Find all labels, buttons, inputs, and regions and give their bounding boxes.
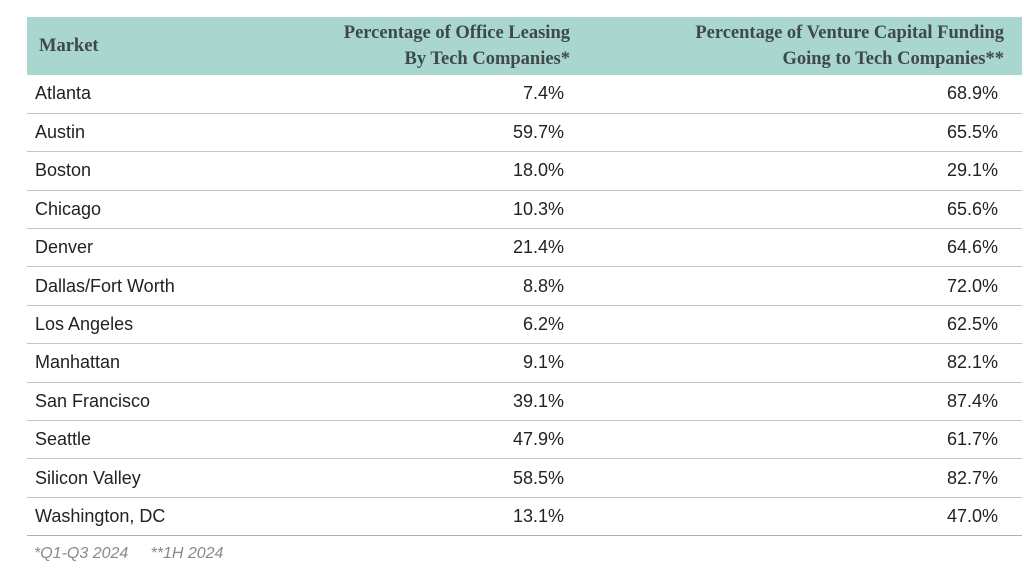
table-row: Atlanta 7.4% 68.9% <box>27 75 1022 114</box>
table-body: Atlanta 7.4% 68.9% Austin 59.7% 65.5% Boston 18… <box>27 75 1022 537</box>
office-leasing-cell: 13.1% <box>223 497 570 537</box>
office-leasing-cell: 18.0% <box>223 151 570 191</box>
market-cell: Silicon Valley <box>27 458 223 498</box>
market-cell: Seattle <box>27 420 223 460</box>
market-cell: Boston <box>27 151 223 191</box>
market-cell: Austin <box>27 113 223 153</box>
table-header: Market Percentage of Office Leasing By T… <box>27 17 1022 75</box>
table-row: Denver 21.4% 64.6% <box>27 228 1022 268</box>
market-cell: Washington, DC <box>27 497 223 537</box>
office-leasing-cell: 59.7% <box>223 113 570 153</box>
header-row: Market Percentage of Office Leasing By T… <box>27 17 1022 75</box>
header-office-leasing-line-2: By Tech Companies* <box>404 49 570 69</box>
header-market-label: Market <box>39 36 99 56</box>
office-leasing-cell: 10.3% <box>223 190 570 230</box>
market-cell: Los Angeles <box>27 305 223 345</box>
tech-leasing-table: Market Percentage of Office Leasing By T… <box>27 17 1022 537</box>
office-leasing-cell: 9.1% <box>223 343 570 383</box>
market-cell: Dallas/Fort Worth <box>27 266 223 306</box>
header-vc-funding-line-1: Percentage of Venture Capital Funding <box>695 23 1004 43</box>
header-office-leasing-line-1: Percentage of Office Leasing <box>343 23 570 43</box>
market-cell: Atlanta <box>27 75 223 114</box>
market-cell: Chicago <box>27 190 223 230</box>
table-row: Dallas/Fort Worth 8.8% 72.0% <box>27 266 1022 306</box>
office-leasing-cell: 21.4% <box>223 228 570 268</box>
footnote: *Q1-Q3 2024 **1H 2024 <box>34 545 224 562</box>
vc-funding-cell: 72.0% <box>570 266 1022 306</box>
vc-funding-cell: 65.6% <box>570 190 1022 230</box>
office-leasing-cell: 47.9% <box>223 420 570 460</box>
header-office-leasing: Percentage of Office Leasing By Tech Com… <box>223 17 570 75</box>
vc-funding-cell: 87.4% <box>570 382 1022 422</box>
vc-funding-cell: 64.6% <box>570 228 1022 268</box>
header-vc-funding: Percentage of Venture Capital Funding Go… <box>570 17 1022 75</box>
vc-funding-cell: 68.9% <box>570 75 1022 114</box>
vc-funding-cell: 82.1% <box>570 343 1022 383</box>
office-leasing-cell: 39.1% <box>223 382 570 422</box>
vc-funding-cell: 29.1% <box>570 151 1022 191</box>
office-leasing-cell: 8.8% <box>223 266 570 306</box>
office-leasing-cell: 7.4% <box>223 75 570 114</box>
table-row: Chicago 10.3% 65.6% <box>27 190 1022 230</box>
table-row: Seattle 47.9% 61.7% <box>27 420 1022 460</box>
header-vc-funding-line-2: Going to Tech Companies** <box>782 49 1004 69</box>
vc-funding-cell: 65.5% <box>570 113 1022 153</box>
office-leasing-cell: 58.5% <box>223 458 570 498</box>
vc-funding-cell: 82.7% <box>570 458 1022 498</box>
table-row: San Francisco 39.1% 87.4% <box>27 382 1022 422</box>
data-table: Market Percentage of Office Leasing By T… <box>27 17 1022 537</box>
table-row: Boston 18.0% 29.1% <box>27 151 1022 191</box>
table-row: Austin 59.7% 65.5% <box>27 113 1022 153</box>
vc-funding-cell: 62.5% <box>570 305 1022 345</box>
office-leasing-cell: 6.2% <box>223 305 570 345</box>
market-cell: Manhattan <box>27 343 223 383</box>
table-row: Los Angeles 6.2% 62.5% <box>27 305 1022 345</box>
vc-funding-cell: 47.0% <box>570 497 1022 537</box>
table-row: Manhattan 9.1% 82.1% <box>27 343 1022 383</box>
table-row: Washington, DC 13.1% 47.0% <box>27 497 1022 537</box>
vc-funding-cell: 61.7% <box>570 420 1022 460</box>
market-cell: San Francisco <box>27 382 223 422</box>
market-cell: Denver <box>27 228 223 268</box>
header-market: Market <box>27 17 223 75</box>
table-row: Silicon Valley 58.5% 82.7% <box>27 458 1022 498</box>
